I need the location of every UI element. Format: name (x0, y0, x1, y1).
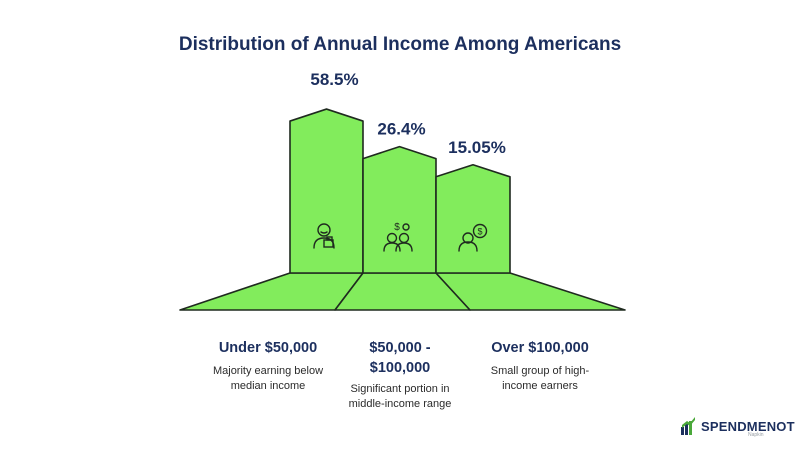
dollar-sign: $ (394, 222, 400, 233)
category-label-line: $100,000 (369, 360, 431, 376)
description-line: middle-income range (348, 398, 452, 410)
desk-item (326, 236, 333, 241)
bar (289, 108, 364, 274)
brand-name: SPENDMENOT (701, 418, 795, 434)
bar (362, 145, 437, 274)
bar-2 (362, 145, 437, 274)
head (317, 223, 331, 237)
description-line: Significant portion in (350, 383, 450, 395)
napkin-credit: Napkin (748, 432, 764, 438)
category-label-line: Over $100,000 (491, 340, 589, 356)
people-with-money-icon: $ (383, 222, 413, 252)
mouth (320, 231, 328, 234)
spendmenot-logo-icon (681, 417, 695, 435)
brand-logo: SPENDMENOT (680, 416, 795, 436)
category-label: Over $100,000 (465, 338, 615, 358)
category-label: Under $50,000 (193, 338, 343, 358)
bar-1 (289, 108, 364, 274)
base-segment (179, 272, 364, 311)
data-label: 58.5% (310, 70, 358, 89)
chart-title: Distribution of Annual Income Among Amer… (178, 34, 622, 55)
dollar-sign: $ (477, 227, 482, 237)
category-label-line: Under $50,000 (218, 340, 318, 356)
description-line: Small group of high- (490, 365, 590, 377)
data-label: 26.4% (377, 120, 425, 139)
category-label-line: $50,000 - (369, 340, 431, 356)
bar-3 (435, 163, 511, 274)
body (395, 242, 413, 252)
coin (402, 223, 410, 231)
person-at-desk-icon (313, 223, 335, 249)
description-line: Majority earning below (212, 365, 324, 377)
coin (472, 223, 488, 239)
bar (435, 163, 511, 274)
category-description: Majority earning below median income (188, 364, 348, 394)
category-label: $50,000 - $100,000 (325, 338, 475, 378)
body (383, 242, 401, 252)
data-label: 15.05% (448, 138, 506, 157)
base-segment (435, 272, 626, 311)
person-with-dollar-coin-icon: $ (458, 223, 488, 252)
description-line: income earners (502, 380, 578, 392)
body (458, 241, 478, 252)
description-line: median income (230, 380, 306, 392)
category-description: Significant portion in middle-income rang… (320, 382, 480, 412)
head (462, 232, 474, 244)
category-description: Small group of high-income earners (460, 364, 620, 394)
